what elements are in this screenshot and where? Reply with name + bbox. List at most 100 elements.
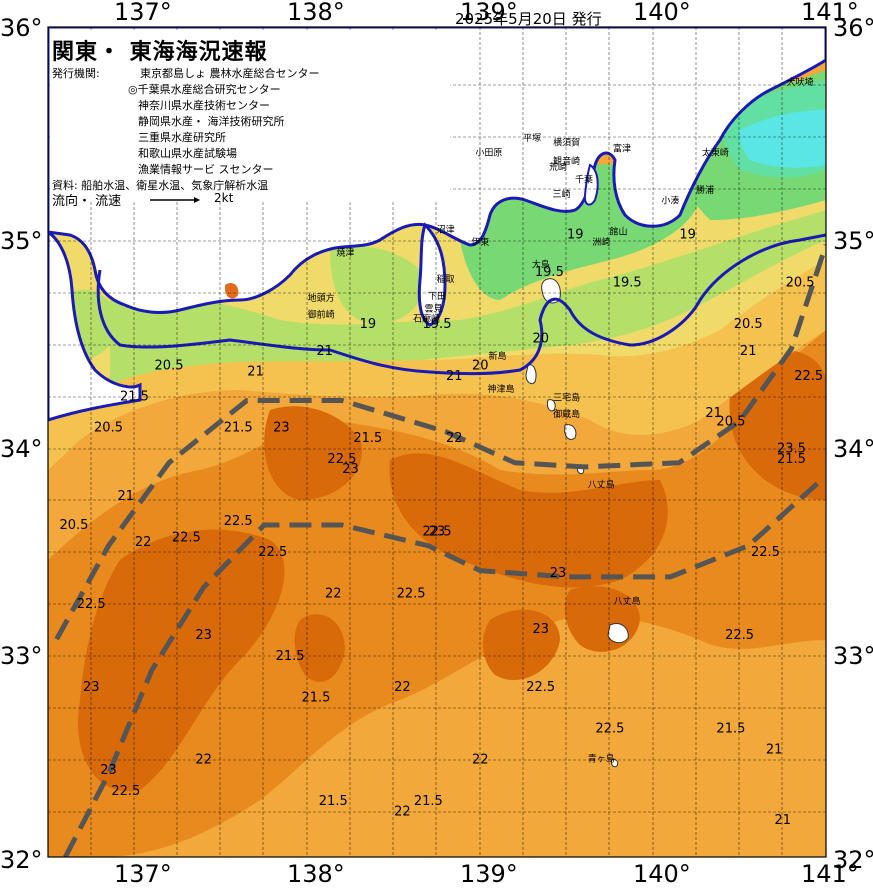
lon-label-141: 141°: [801, 0, 859, 26]
place-name-label: 大島: [532, 259, 550, 271]
isotherm-value-label: 19: [567, 228, 584, 243]
lon-label-138: 138°: [287, 0, 345, 26]
isotherm-value-label: 23: [532, 622, 549, 637]
island-oshima: [541, 278, 561, 304]
isotherm-value-label: 22: [135, 535, 152, 550]
isotherm-value-label: 21.5: [276, 649, 305, 664]
lat-label-33-right: 33°: [833, 642, 873, 670]
isotherm-value-label: 21.5: [716, 722, 745, 737]
isotherm-value-label: 20: [532, 331, 549, 346]
place-name-label: 平塚: [523, 133, 541, 144]
agency-item: 神奈川県水産技術センター: [138, 99, 270, 112]
isotherm-value-label: 22: [394, 680, 411, 695]
isotherm-value-label: 21.5: [302, 690, 331, 705]
band-19-suruga: [330, 246, 423, 325]
isotherm-value-label: 23: [83, 680, 100, 695]
place-name-label: 雲見: [425, 303, 443, 314]
warm-region-kuroshio: [48, 330, 826, 857]
band-16: [739, 110, 826, 168]
land-izu: [417, 222, 447, 327]
land-miura: [583, 163, 599, 206]
lat-label-36-left: 36°: [0, 14, 43, 42]
place-name-label: 館山: [610, 226, 628, 238]
isotherm-value-label: 21: [740, 344, 757, 359]
isotherm-value-label: 23: [273, 421, 290, 436]
isotherm-value-label: 20.5: [59, 518, 88, 533]
isotherm-labels: 19 19 19 19.5 19.5 19.5 20 20 20.5 20.5 20.5 20.5 20…: [59, 228, 823, 828]
lon-label-138-bottom: 138°: [287, 860, 345, 888]
place-name-label: 青ヶ島: [588, 753, 615, 765]
warm-core-3: [264, 406, 362, 500]
place-name-label: 三崎: [552, 188, 570, 200]
lake-hamana: [225, 283, 239, 299]
isotherm-value-label: 19.5: [613, 275, 642, 290]
isotherm-value-label: 20.5: [94, 421, 123, 436]
agency-item: 静岡県水産・ 海洋技術研究所: [138, 115, 285, 128]
isotherm-value-label: 23: [195, 628, 212, 643]
place-name-label: 御前崎: [308, 309, 335, 321]
island-kozushima: [547, 399, 556, 412]
isotherm-value-label: 21.5: [353, 431, 382, 446]
agency-item: 東京都島しょ 農林水産総合センター: [140, 67, 320, 80]
flow-legend-label: 流向・ 流速: [52, 194, 122, 209]
place-name-label: 小田原: [475, 148, 502, 159]
isotherm-value-label: 23: [342, 462, 359, 477]
isotherm-value-label: 21.5: [224, 421, 253, 436]
isotherm-value-label: 19.5: [423, 317, 452, 332]
place-name-label: 八丈島: [614, 595, 641, 607]
flow-scale-label: 2kt: [214, 191, 234, 205]
isotherm-value-label: 20: [472, 358, 489, 373]
isotherm-value-label: 22: [446, 431, 463, 446]
place-name-label: 神津島: [487, 383, 514, 395]
map-title: 関東・ 東海海況速報: [52, 40, 268, 65]
isotherm-value-label: 20.5: [155, 358, 184, 373]
isotherm-value-label: 23: [550, 566, 567, 581]
isotherm-value-label: 22.5: [172, 531, 201, 546]
place-name-label: 千葉: [575, 174, 593, 186]
isotherm-value-label: 22: [472, 753, 489, 768]
warm-core-5: [483, 609, 560, 681]
place-name-label: 富津: [613, 143, 631, 155]
data-source: 資料: 船舶水温、衛星水温、気象庁解析水温: [52, 179, 269, 192]
isotherm-value-label: 21.5: [319, 794, 348, 809]
place-name-label: 犬吠埼: [787, 76, 814, 88]
isotherm-value-label: 22.5: [224, 514, 253, 529]
lon-label-139: 139°: [460, 0, 518, 26]
isotherm-value-label: 21: [766, 742, 783, 757]
warm-core-1: [389, 453, 668, 588]
lat-label-36-right: 36°: [833, 14, 873, 42]
place-name-label: 新島: [489, 350, 507, 362]
isotherm-value-label: 22.5: [77, 597, 106, 612]
isotherm-value-label: 21: [446, 369, 463, 384]
isotherm-value-label: 22.5: [794, 369, 823, 384]
isotherm-value-label: 21: [118, 489, 135, 504]
lat-label-32-left: 32°: [0, 846, 43, 874]
lat-label-34-right: 34°: [833, 435, 873, 463]
place-name-label: 横須賀: [553, 136, 580, 148]
lat-label-32-right: 32°: [833, 846, 873, 874]
place-name-label: 太東崎: [702, 147, 729, 159]
agency-item: 和歌山県水産試験場: [138, 147, 237, 160]
lon-label-140-bottom: 140°: [633, 860, 691, 888]
kuroshio-axis-line: [54, 244, 826, 641]
agency-item: 三重県水産研究所: [138, 131, 226, 144]
lat-label-35-left: 35°: [0, 227, 43, 255]
island-aogashima: [611, 759, 619, 768]
island-niijima: [525, 364, 537, 385]
flow-arrow-icon: [150, 197, 200, 203]
place-name-label: 洲崎: [592, 236, 610, 248]
isotherm-value-label: 20.5: [734, 317, 763, 332]
isotherm-value-label: 21.5: [120, 390, 149, 405]
lat-label-35-right: 35°: [833, 227, 873, 255]
place-name-label: 八丈島: [588, 479, 615, 491]
land-ise-peninsula: [48, 230, 142, 422]
lat-label-33-left: 33°: [0, 642, 43, 670]
isotherm-value-label: 22.5: [327, 452, 356, 467]
isotherm-value-label: 23.5: [777, 441, 806, 456]
place-name-label: 勝浦: [696, 184, 714, 196]
isotherm-value-label: 21: [705, 406, 722, 421]
place-name-label: 稲取: [437, 273, 455, 285]
place-name-label: 下田: [428, 291, 446, 302]
isotherm-value-label: 23: [429, 524, 446, 539]
